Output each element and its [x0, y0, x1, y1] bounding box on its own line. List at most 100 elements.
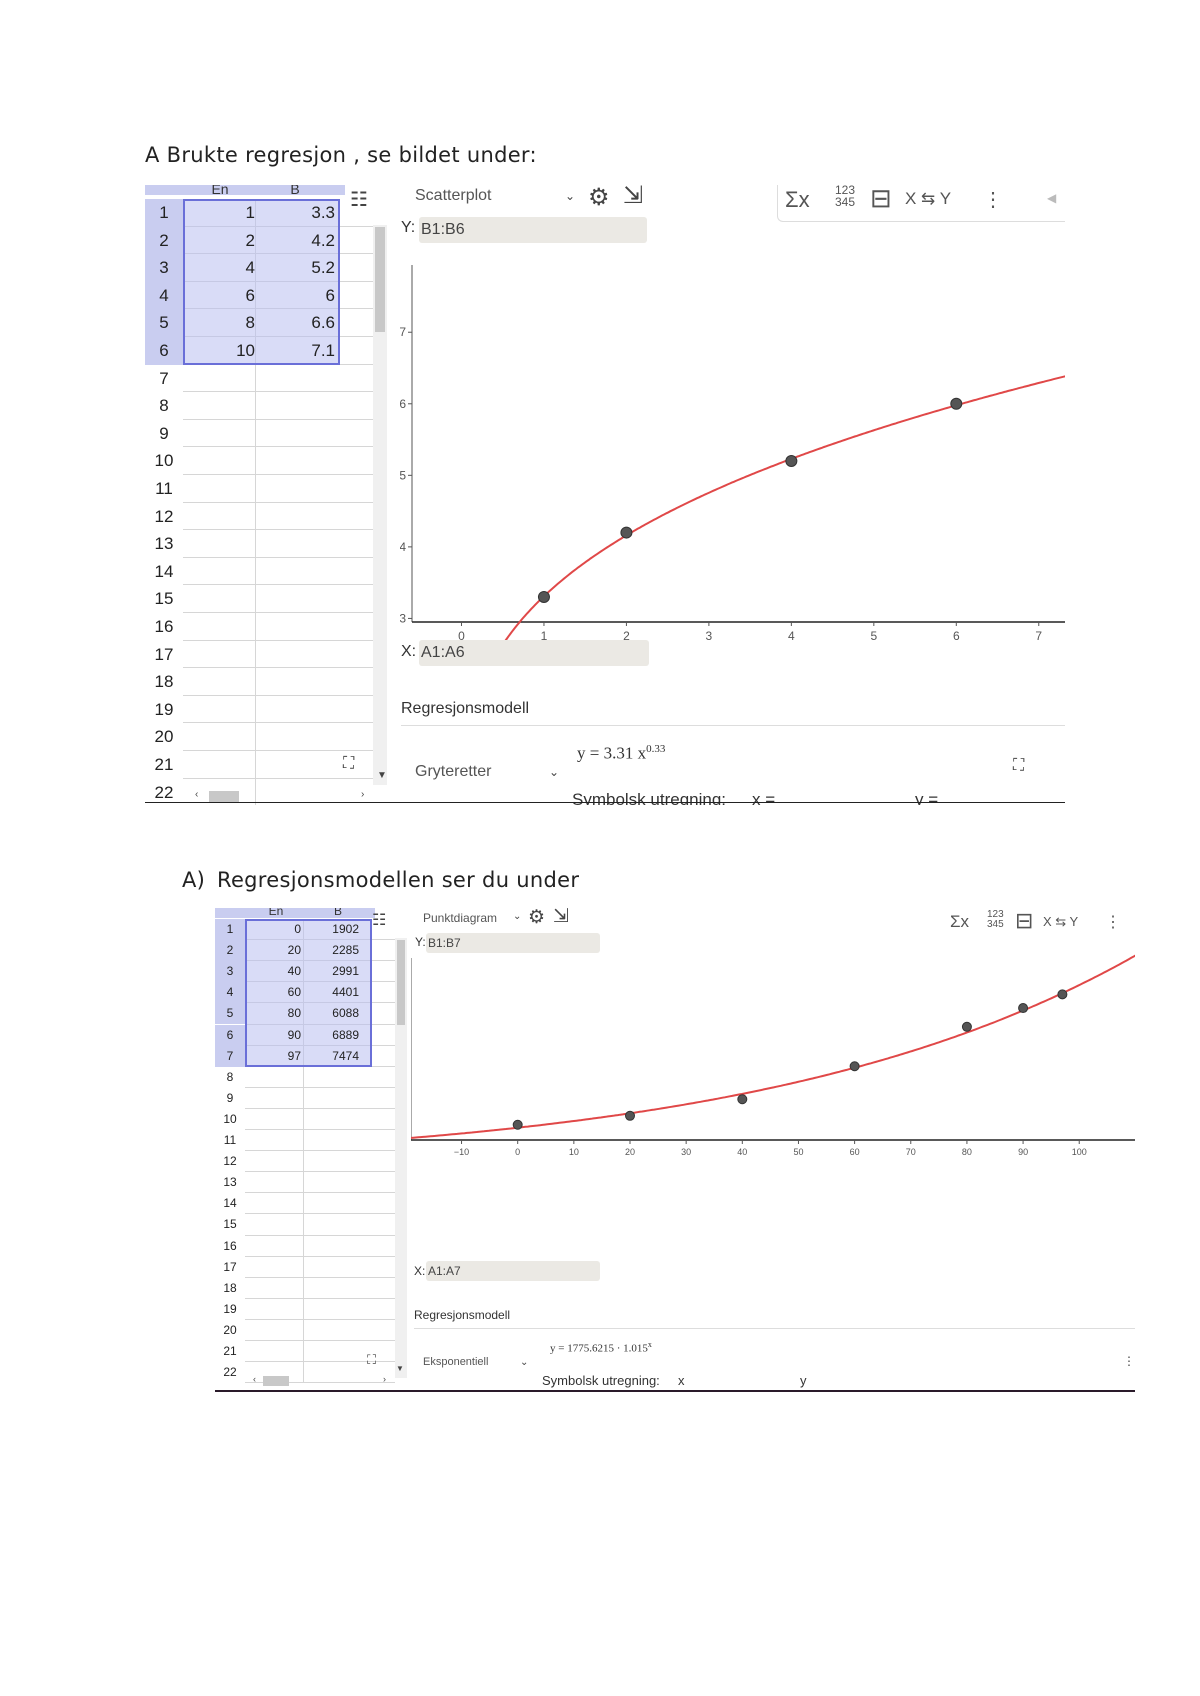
scroll-down-icon[interactable]: ▼: [377, 770, 387, 781]
row-number[interactable]: 18: [223, 1280, 237, 1295]
selected-range[interactable]: [245, 919, 372, 1067]
table-cell[interactable]: 4: [245, 258, 255, 278]
more-options-icon[interactable]: ⋮: [983, 189, 1003, 211]
row-number[interactable]: 22: [154, 782, 174, 802]
vertical-scrollbar-thumb[interactable]: [375, 227, 385, 332]
row-number[interactable]: 14: [223, 1196, 237, 1211]
table-cell[interactable]: 97: [287, 1048, 301, 1063]
symbolic-x-input[interactable]: x: [678, 1373, 685, 1388]
statistics-sigma-button[interactable]: Σx: [950, 912, 970, 931]
row-number[interactable]: 11: [155, 479, 173, 498]
row-number[interactable]: 1: [145, 199, 183, 227]
row-number[interactable]: 2: [215, 940, 245, 962]
scroll-left-icon[interactable]: ‹: [253, 1374, 256, 1384]
symbolic-x-input[interactable]: x =: [752, 790, 776, 805]
row-number[interactable]: 17: [223, 1259, 237, 1274]
row-number[interactable]: 7: [159, 368, 169, 388]
horizontal-scrollbar-thumb[interactable]: [263, 1376, 289, 1386]
numbers-button-bottom[interactable]: 345: [835, 195, 856, 209]
numbers-button-bottom[interactable]: 345: [987, 919, 1004, 930]
table-cell[interactable]: 6889: [332, 1027, 359, 1042]
row-number[interactable]: 12: [223, 1154, 237, 1169]
layout-icon[interactable]: ⊟: [1015, 908, 1034, 933]
grid-options-icon[interactable]: ☷: [350, 189, 368, 211]
row-number[interactable]: 20: [223, 1322, 237, 1337]
table-cell[interactable]: 1: [245, 203, 255, 222]
column-header-a[interactable]: En: [268, 908, 284, 918]
export-icon[interactable]: ⇲: [553, 908, 569, 927]
table-cell[interactable]: 40: [287, 964, 301, 979]
table-cell[interactable]: 7.1: [311, 341, 335, 360]
row-number[interactable]: 14: [154, 561, 174, 581]
table-cell[interactable]: 4401: [332, 985, 359, 1000]
row-number[interactable]: 2: [145, 226, 183, 255]
table-cell[interactable]: 60: [287, 985, 301, 1000]
row-number[interactable]: 3: [145, 254, 183, 282]
table-cell[interactable]: 8: [245, 313, 255, 333]
horizontal-scrollbar-thumb[interactable]: [209, 791, 239, 803]
row-number[interactable]: 21: [154, 755, 174, 774]
export-icon[interactable]: ⇲: [623, 185, 644, 209]
row-number[interactable]: 19: [154, 699, 174, 719]
row-number[interactable]: 9: [226, 1090, 234, 1105]
row-number[interactable]: 3: [215, 961, 245, 983]
row-number[interactable]: 16: [154, 617, 174, 636]
table-cell[interactable]: 6088: [332, 1006, 359, 1021]
row-number[interactable]: 22: [223, 1365, 237, 1380]
table-cell[interactable]: 80: [287, 1006, 301, 1021]
row-number[interactable]: 13: [223, 1175, 237, 1190]
row-number[interactable]: 8: [159, 396, 169, 416]
table-cell[interactable]: 5.2: [311, 258, 335, 278]
collapse-left-icon[interactable]: ◀: [1047, 191, 1057, 205]
grid-options-icon[interactable]: ☷: [372, 912, 387, 929]
table-cell[interactable]: 2285: [332, 943, 359, 958]
table-cell[interactable]: 6.6: [311, 313, 335, 333]
statistics-sigma-button[interactable]: Σx: [785, 187, 810, 212]
chevron-down-icon[interactable]: ⌄: [565, 189, 576, 203]
row-number[interactable]: 13: [154, 534, 174, 554]
plot-type-select[interactable]: Scatterplot: [415, 187, 492, 204]
row-number[interactable]: 15: [223, 1217, 237, 1232]
chevron-down-icon[interactable]: ⌄: [520, 1357, 529, 1368]
column-header-a[interactable]: En: [211, 185, 229, 197]
row-number[interactable]: 21: [223, 1344, 237, 1358]
row-number[interactable]: 10: [154, 451, 174, 471]
row-number[interactable]: 6: [145, 337, 183, 365]
table-cell[interactable]: 20: [287, 943, 301, 958]
row-number[interactable]: 8: [226, 1069, 234, 1084]
scroll-right-icon[interactable]: ›: [383, 1374, 386, 1384]
row-number[interactable]: 15: [154, 589, 174, 609]
gear-icon[interactable]: ⚙: [588, 185, 610, 211]
scroll-left-icon[interactable]: ‹: [195, 789, 199, 800]
table-cell[interactable]: 3.3: [311, 203, 335, 222]
vertical-scrollbar-thumb[interactable]: [397, 940, 405, 1025]
more-options-icon[interactable]: ⋮: [1105, 914, 1121, 931]
model-type-select[interactable]: Eksponentiell: [423, 1356, 489, 1368]
numbers-button-top[interactable]: 123: [987, 909, 1004, 920]
chevron-down-icon[interactable]: ⌄: [549, 765, 560, 779]
row-number[interactable]: 11: [223, 1133, 237, 1147]
table-cell[interactable]: 6: [245, 285, 255, 305]
row-number[interactable]: 9: [159, 423, 169, 443]
fullscreen-icon[interactable]: ⛶: [367, 1352, 377, 1367]
table-cell[interactable]: 10: [236, 341, 255, 360]
row-number[interactable]: 17: [154, 644, 174, 664]
symbolic-y-input[interactable]: y: [800, 1373, 807, 1388]
table-cell[interactable]: 2: [245, 230, 255, 250]
model-type-select[interactable]: Gryteretter: [415, 763, 492, 780]
symbolic-y-input[interactable]: y =: [915, 790, 939, 805]
row-number[interactable]: 1: [215, 919, 245, 941]
gear-icon[interactable]: ⚙: [528, 908, 546, 928]
table-cell[interactable]: 1902: [332, 922, 359, 936]
vertical-scrollbar[interactable]: [395, 938, 407, 1378]
row-number[interactable]: 4: [215, 982, 245, 1004]
row-number[interactable]: 12: [154, 506, 174, 526]
row-number[interactable]: 18: [154, 672, 174, 692]
table-cell[interactable]: 4.2: [311, 230, 335, 250]
x-range-input[interactable]: A1:A7: [426, 1261, 600, 1281]
plot-type-select[interactable]: Punktdiagram: [423, 911, 498, 925]
fullscreen-icon[interactable]: ⛶: [1013, 757, 1025, 774]
column-header-b[interactable]: B: [290, 185, 300, 197]
column-header-b[interactable]: B: [333, 908, 342, 918]
table-cell[interactable]: 7474: [332, 1048, 359, 1063]
